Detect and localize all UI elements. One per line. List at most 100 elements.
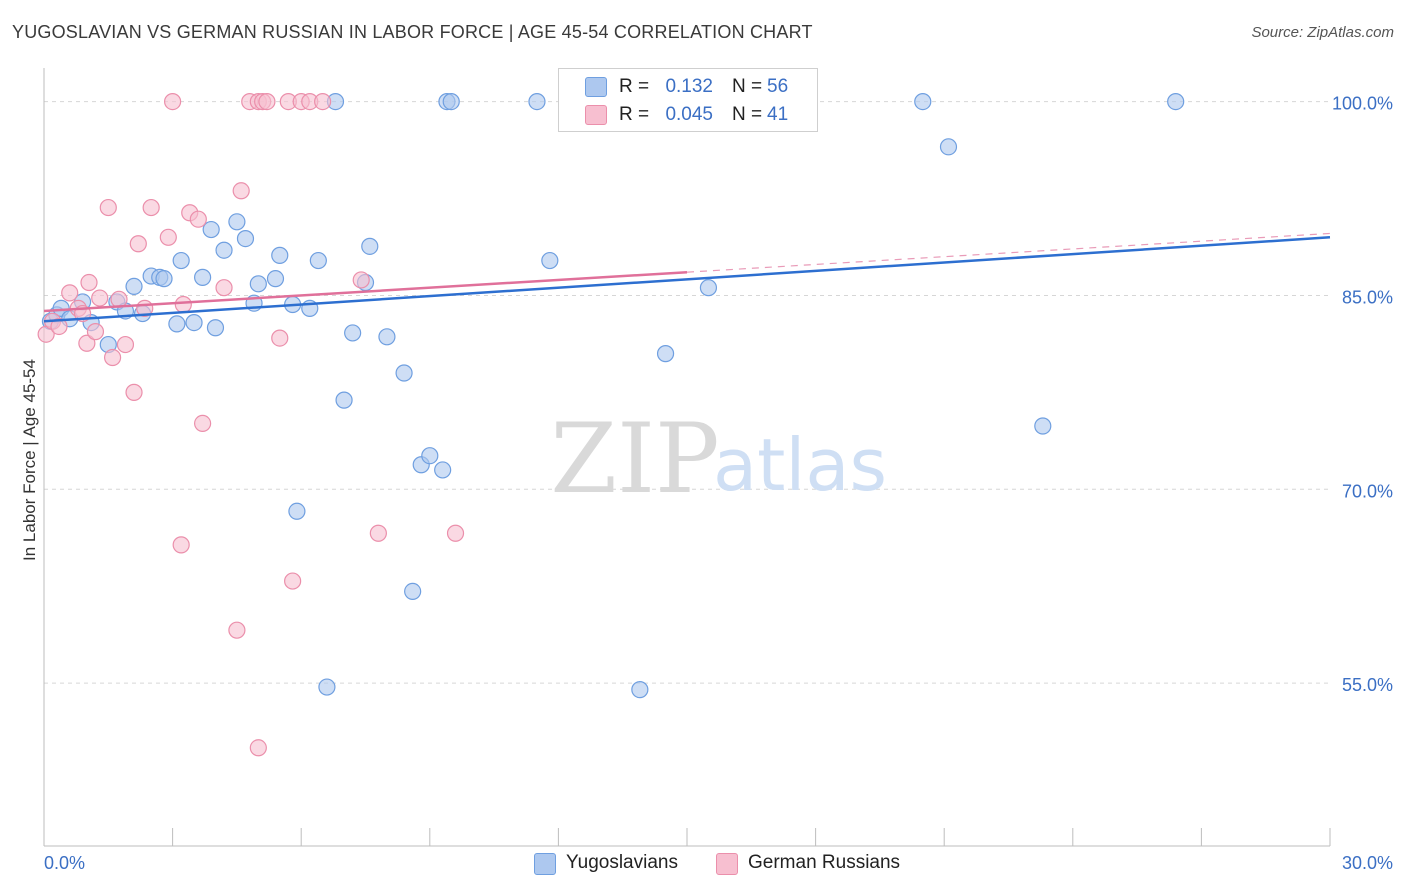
y-tick-label: 100.0%	[1332, 94, 1393, 114]
yugoslavian-point	[344, 324, 362, 342]
german-russian-point	[50, 317, 68, 336]
points-layer	[37, 93, 1185, 757]
german-russian-point	[352, 271, 370, 289]
legend-n-label: N =	[732, 76, 763, 97]
yugoslavian-point	[914, 93, 932, 111]
bottom-legend-label: Yugoslavians	[566, 852, 678, 873]
legend-n-value: 41	[767, 104, 789, 125]
legend-n-value: 56	[767, 76, 789, 97]
yugoslavian-point	[185, 313, 203, 332]
bottom-legend-swatch-blue	[534, 853, 556, 875]
german-russian-point	[159, 228, 177, 246]
german-russian-trend-line	[43, 270, 688, 313]
yugoslavian-point	[528, 93, 546, 111]
yugoslavian-point	[434, 461, 452, 479]
german-russian-point	[258, 93, 276, 111]
yugoslavian-point	[228, 213, 246, 231]
yugoslavian-point	[194, 268, 212, 286]
bottom-legend-swatch-pink	[716, 853, 738, 875]
stats-legend: R = 0.132 N = 56 R = 0.045 N = 41	[558, 68, 818, 132]
watermark: ZIP atlas	[550, 403, 887, 515]
legend-n-label: N =	[732, 104, 763, 125]
german-russian-point	[446, 524, 465, 542]
legend-r-value: 0.132	[665, 76, 713, 97]
legend-r-label: R =	[619, 76, 650, 97]
german-russian-point	[284, 572, 302, 590]
chart-title: YUGOSLAVIAN VS GERMAN RUSSIAN IN LABOR F…	[12, 22, 813, 42]
yugoslavian-point	[266, 270, 285, 288]
yugoslavian-point	[361, 237, 379, 255]
yugoslavian-point	[395, 364, 413, 382]
watermark-atlas: atlas	[713, 423, 887, 507]
german-russian-point	[314, 93, 332, 111]
german-russian-point	[80, 273, 98, 292]
trend-layer	[43, 232, 1331, 323]
x-tick-label-max: 30.0%	[1342, 853, 1393, 873]
german-russian-point	[369, 524, 387, 542]
y-axis-label: In Labor Force | Age 45-54	[20, 359, 39, 561]
yugoslavian-point	[249, 275, 267, 293]
yugoslavian-point	[1034, 417, 1052, 435]
german-russian-point	[61, 284, 79, 302]
german-russian-point	[103, 348, 122, 367]
yugoslavian-point	[236, 229, 255, 248]
yugoslavian-point	[215, 241, 233, 259]
legend-r-value: 0.045	[665, 104, 713, 125]
german-russian-point	[91, 289, 109, 307]
german-russian-point	[142, 198, 160, 217]
german-russian-point	[86, 323, 105, 341]
yugoslavian-point	[442, 93, 460, 111]
german-russian-point	[125, 383, 143, 401]
german-russian-point	[271, 329, 289, 347]
yugoslavian-point	[541, 251, 559, 270]
legend-swatch-blue	[585, 77, 607, 97]
german-russian-point	[249, 739, 267, 757]
german-russian-point	[116, 335, 135, 354]
watermark-zip: ZIP	[550, 403, 719, 515]
yugoslavian-point	[206, 319, 225, 337]
yugoslavian-trend-line	[43, 236, 1331, 323]
yugoslavian-point	[335, 391, 353, 409]
yugoslavian-point	[378, 328, 396, 346]
german-russian-point	[189, 210, 207, 228]
german-russian-point	[99, 198, 117, 217]
y-tick-label: 85.0%	[1342, 287, 1393, 307]
tick-labels: 55.0% 70.0% 85.0% 100.0% 0.0% 30.0%	[44, 94, 1393, 873]
y-tick-label: 70.0%	[1342, 481, 1393, 501]
legend-r-label: R =	[619, 104, 650, 125]
german-russian-point	[232, 182, 250, 200]
german-russian-point	[215, 279, 233, 297]
german-russian-point	[78, 334, 96, 352]
german-russian-point	[194, 414, 212, 432]
yugoslavian-point	[631, 681, 649, 699]
yugoslavian-point	[125, 277, 143, 296]
yugoslavian-point	[288, 502, 306, 520]
bottom-legend-label: German Russians	[748, 852, 901, 873]
yugoslavian-point	[318, 678, 336, 696]
axis-layer	[43, 68, 1331, 847]
yugoslavian-point	[271, 246, 289, 264]
german-russian-point	[172, 536, 190, 554]
yugoslavian-point	[155, 270, 173, 288]
yugoslavian-point	[939, 138, 958, 156]
german-russian-point	[164, 93, 182, 111]
yugoslavian-point	[699, 279, 718, 297]
yugoslavian-point	[172, 251, 190, 270]
german-russian-point	[228, 621, 246, 639]
yugoslavian-point	[421, 447, 439, 465]
legend-row-yugoslavians: R = 0.132 N = 56	[559, 73, 817, 101]
x-tick-label-min: 0.0%	[44, 853, 85, 873]
chart-source: Source: ZipAtlas.com	[1251, 24, 1394, 41]
yugoslavian-point	[404, 582, 422, 601]
legend-row-german-russians: R = 0.045 N = 41	[559, 101, 817, 129]
y-tick-label: 55.0%	[1342, 675, 1393, 695]
german-russian-point	[129, 235, 147, 253]
yugoslavian-point	[1167, 93, 1185, 111]
yugoslavian-point	[202, 220, 220, 239]
yugoslavian-point	[656, 345, 675, 363]
german-russian-trend-extension	[686, 232, 1331, 273]
legend-swatch-pink	[585, 105, 607, 125]
yugoslavian-point	[309, 251, 327, 270]
german-russian-point	[174, 295, 192, 314]
